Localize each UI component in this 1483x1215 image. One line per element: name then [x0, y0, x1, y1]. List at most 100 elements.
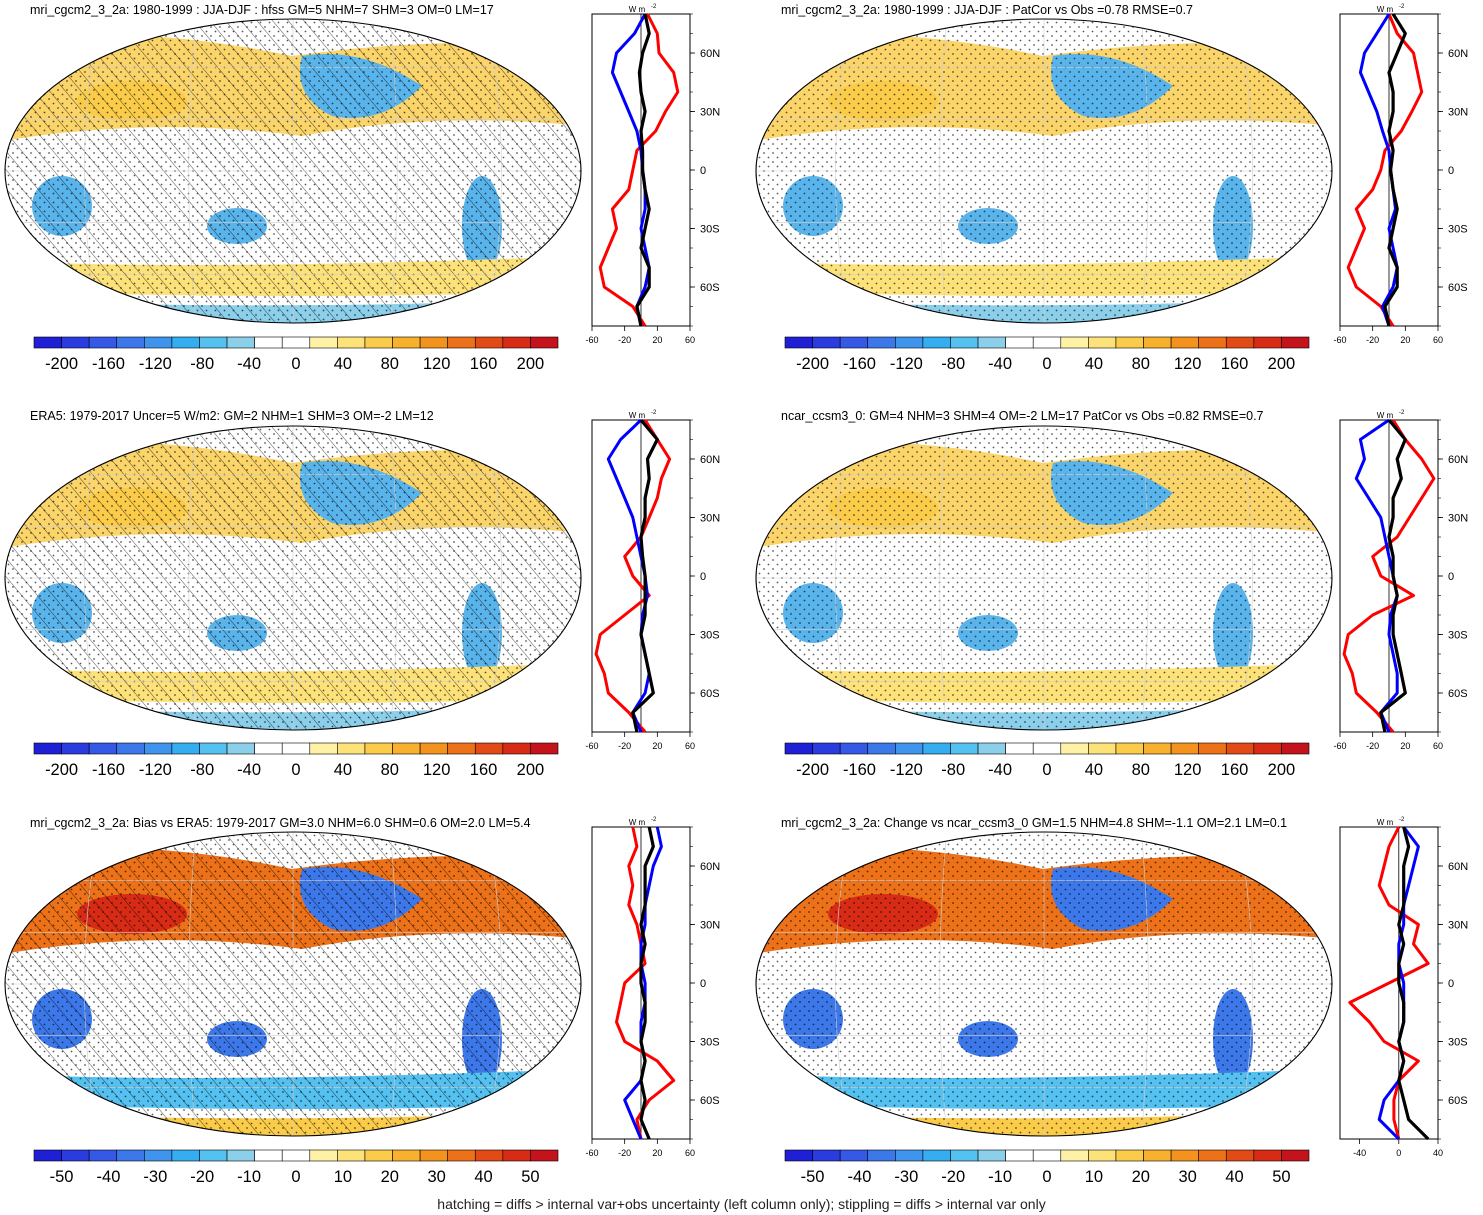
colorbar-label: -10	[988, 1168, 1012, 1186]
x-tick-label: 20	[1400, 741, 1410, 751]
lat-tick-label: 60S	[700, 1095, 720, 1107]
x-tick-label: -20	[618, 741, 631, 751]
zonal-plot-2: W m -2 60N 30N 0 30S 60S -60 -20 20 60	[1333, 4, 1468, 345]
map-panel-5	[4, 831, 582, 1137]
colorbar-swatch	[1060, 336, 1089, 349]
colorbar-swatch	[977, 336, 1006, 349]
series-blue	[623, 826, 663, 1140]
colorbar-swatch	[309, 1149, 338, 1162]
colorbar-label: -10	[237, 1168, 261, 1186]
colorbar-swatch	[1032, 742, 1062, 755]
colorbar-label: 0	[1042, 1168, 1051, 1186]
x-tick-label: 20	[652, 741, 662, 751]
x-tick-label: -60	[585, 741, 598, 751]
colorbar-label: 10	[1085, 1168, 1103, 1186]
colorbar-label: -160	[92, 761, 125, 779]
colorbar-swatch	[474, 336, 504, 349]
colorbar-swatch	[1253, 336, 1282, 349]
colorbar-swatch	[839, 742, 869, 755]
series-blue	[1354, 418, 1399, 733]
unit-label: W m	[629, 818, 646, 827]
series-black	[631, 418, 659, 733]
colorbar-label: -40	[988, 355, 1012, 373]
series-black	[635, 13, 651, 327]
x-tick-label: -20	[618, 335, 631, 345]
colorbar-swatch	[784, 336, 813, 349]
colorbar-label: 120	[423, 355, 451, 373]
colorbar-label: 0	[1042, 355, 1051, 373]
panel-title-4: ncar_ccsm3_0: GM=4 NHM=3 SHM=4 OM=-2 LM=…	[781, 409, 1264, 423]
x-tick-label: -60	[585, 335, 598, 345]
lat-tick-label: 30N	[1448, 107, 1468, 119]
lat-tick-label: 30N	[700, 107, 720, 119]
colorbar-swatch	[895, 742, 924, 755]
zonal-plot-4: W m -2 60N 30N 0 30S 60S -60 -20 20 60	[1333, 410, 1468, 751]
x-tick-label: -60	[1333, 335, 1346, 345]
map-border	[755, 425, 1333, 731]
x-tick-label: -60	[1333, 741, 1346, 751]
x-tick-label: -20	[618, 1148, 631, 1158]
colorbar-swatch	[419, 336, 448, 349]
colorbar-swatch	[144, 742, 173, 755]
colorbar-swatch	[392, 742, 421, 755]
colorbar-swatch	[337, 742, 366, 755]
colorbar-5: -50 -40 -30 -20 -10 0 10 20 30 40 50	[33, 1149, 559, 1186]
series-red	[1346, 13, 1424, 327]
colorbar-swatch	[784, 742, 813, 755]
colorbar-label: 40	[334, 761, 352, 779]
colorbar-label: 120	[1174, 355, 1202, 373]
colorbar-swatch	[1225, 336, 1255, 349]
colorbar-label: -160	[843, 761, 876, 779]
colorbar-label: -80	[190, 761, 214, 779]
colorbar-swatch	[1060, 742, 1089, 755]
colorbar-label: 80	[1132, 355, 1150, 373]
colorbar-6: -50 -40 -30 -20 -10 0 10 20 30 40 50	[784, 1149, 1310, 1186]
lat-tick-label: 60S	[700, 688, 720, 700]
map-panel-2	[755, 18, 1333, 324]
colorbar-label: -200	[796, 761, 829, 779]
colorbar-swatch	[784, 1149, 813, 1162]
x-tick-label: -40	[1353, 1148, 1366, 1158]
colorbar-swatch	[1005, 742, 1034, 755]
colorbar-swatch	[895, 336, 924, 349]
colorbar-swatch	[1088, 336, 1117, 349]
unit-superscript: -2	[1399, 410, 1405, 416]
colorbar-swatch	[839, 1149, 869, 1162]
lat-tick-label: 60N	[1448, 48, 1468, 60]
lat-tick-label: 0	[700, 165, 706, 177]
series-black	[1397, 826, 1430, 1141]
colorbar-swatch	[144, 336, 173, 349]
unit-superscript: -2	[651, 4, 657, 10]
colorbar-label: -200	[796, 355, 829, 373]
panel-title-2: mri_cgcm2_3_2a: 1980-1999 : JJA-DJF : Pa…	[781, 3, 1193, 17]
colorbar-label: -50	[50, 1168, 74, 1186]
colorbar-swatch	[502, 336, 531, 349]
colorbar-label: 20	[381, 1168, 399, 1186]
colorbar-swatch	[1281, 742, 1310, 755]
colorbar-label: -120	[890, 355, 923, 373]
colorbar-swatch	[950, 1149, 979, 1162]
colorbar-swatch	[309, 742, 338, 755]
colorbar-swatch	[88, 742, 118, 755]
colorbar-swatch	[226, 1149, 255, 1162]
colorbar-swatch	[502, 742, 531, 755]
colorbar-swatch	[1088, 742, 1117, 755]
colorbar-label: -160	[843, 355, 876, 373]
colorbar-swatch	[33, 742, 62, 755]
map-border	[755, 18, 1333, 324]
colorbar-swatch	[88, 336, 118, 349]
colorbar-swatch	[392, 336, 421, 349]
series-black	[1379, 418, 1407, 733]
colorbar-label: 0	[291, 1168, 300, 1186]
colorbar-label: -80	[190, 355, 214, 373]
unit-label: W m	[1377, 818, 1394, 827]
colorbar-label: 120	[1174, 761, 1202, 779]
colorbar-swatch	[530, 336, 559, 349]
colorbar-swatch	[950, 742, 979, 755]
unit-superscript: -2	[1399, 817, 1405, 823]
colorbar-swatch	[254, 1149, 283, 1162]
x-tick-label: 0	[1396, 1148, 1401, 1158]
lat-tick-label: 60S	[1448, 688, 1468, 700]
colorbar-swatch	[867, 1149, 896, 1162]
lat-tick-label: 30N	[700, 920, 720, 932]
